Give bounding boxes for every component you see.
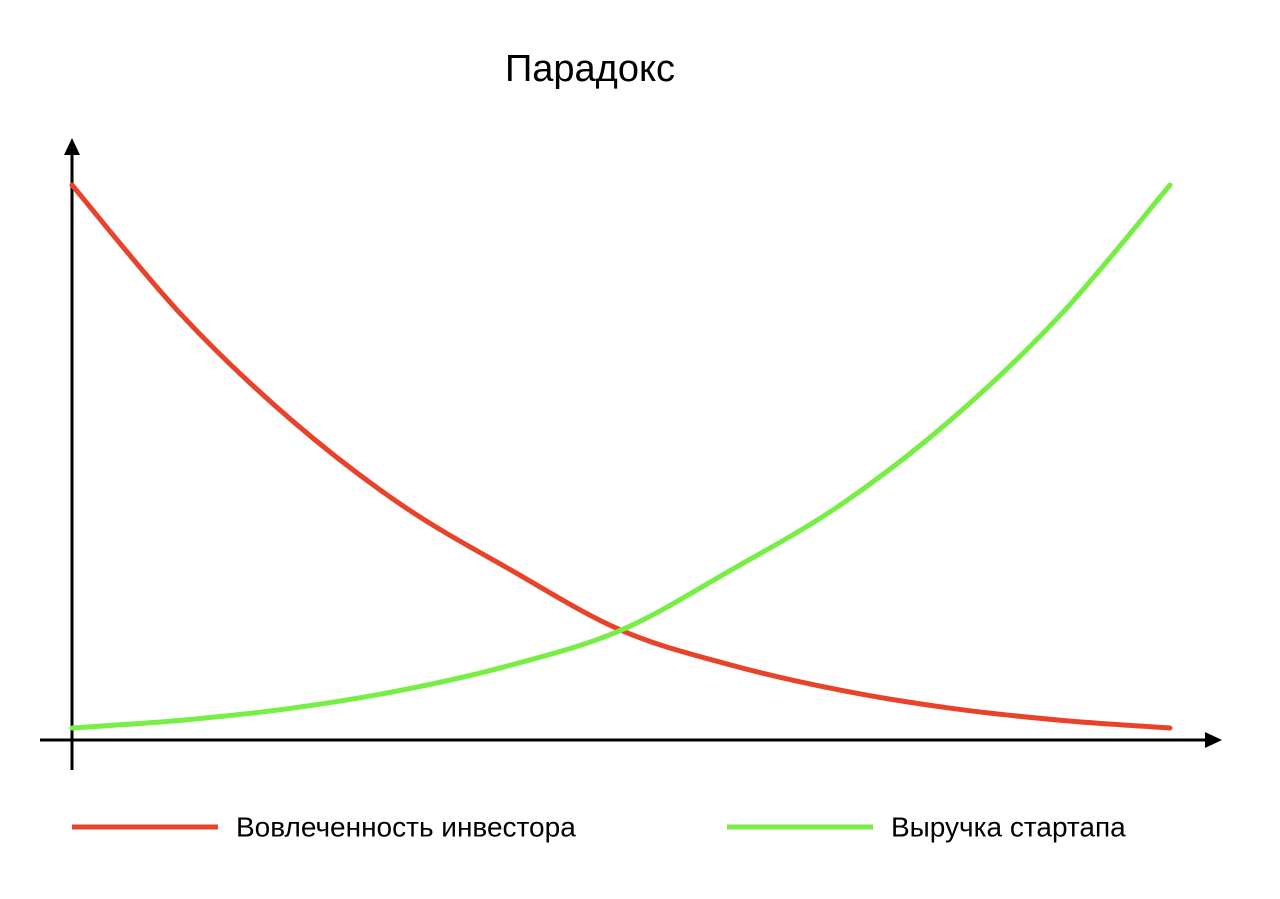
legend-label: Вовлеченность инвестора: [236, 811, 576, 842]
plot-area: [69, 182, 1173, 731]
x-axis-arrow: [1205, 732, 1222, 748]
line-series: [69, 182, 1173, 731]
line-series: [69, 182, 1173, 731]
y-axis-arrow: [64, 138, 80, 155]
legend-label: Выручка стартапа: [891, 811, 1126, 842]
chart-title: Парадокс: [505, 48, 675, 90]
legend: Вовлеченность инвестора Выручка стартапа: [72, 811, 1126, 842]
